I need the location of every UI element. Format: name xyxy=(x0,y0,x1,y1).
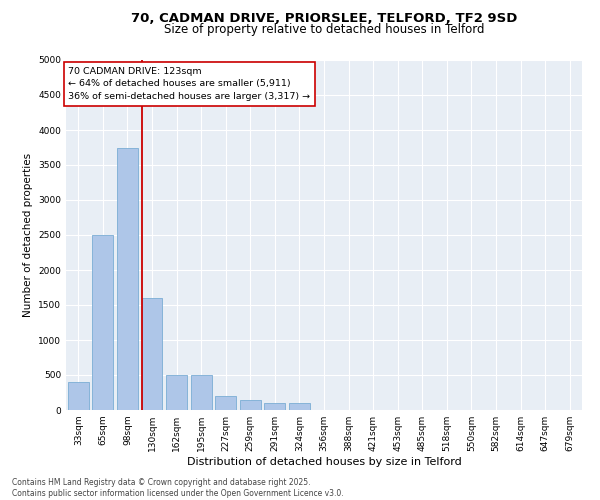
Bar xyxy=(142,298,163,410)
Bar xyxy=(166,375,187,410)
Y-axis label: Number of detached properties: Number of detached properties xyxy=(23,153,32,317)
Text: Contains HM Land Registry data © Crown copyright and database right 2025.
Contai: Contains HM Land Registry data © Crown c… xyxy=(12,478,344,498)
Text: 70 CADMAN DRIVE: 123sqm
← 64% of detached houses are smaller (5,911)
36% of semi: 70 CADMAN DRIVE: 123sqm ← 64% of detache… xyxy=(68,67,311,101)
Text: 70, CADMAN DRIVE, PRIORSLEE, TELFORD, TF2 9SD: 70, CADMAN DRIVE, PRIORSLEE, TELFORD, TF… xyxy=(131,12,517,26)
Bar xyxy=(215,396,236,410)
Bar xyxy=(68,382,89,410)
Text: Size of property relative to detached houses in Telford: Size of property relative to detached ho… xyxy=(164,22,484,36)
Bar xyxy=(265,403,286,410)
Bar xyxy=(240,400,261,410)
Bar xyxy=(191,375,212,410)
X-axis label: Distribution of detached houses by size in Telford: Distribution of detached houses by size … xyxy=(187,457,461,467)
Bar xyxy=(117,148,138,410)
Bar xyxy=(289,403,310,410)
Bar xyxy=(92,235,113,410)
